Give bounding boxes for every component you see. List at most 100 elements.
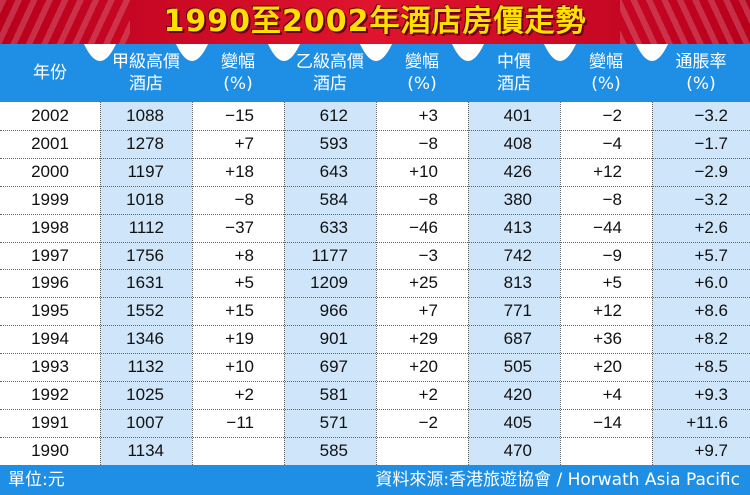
table-cell: −8 [602,189,622,209]
column-divider [560,102,561,465]
column-header-line1: 變幅 [221,52,255,72]
table-cell: 1631 [126,273,164,293]
row-divider [0,325,750,327]
column-header-line2: (%) [591,74,621,94]
table-cell: 420 [503,385,532,404]
column-header-line1: 變幅 [589,52,623,72]
table-cell: +25 [409,273,438,293]
table-cell: +4 [602,385,622,404]
column-header-1: 甲級高價 酒店 [100,44,192,102]
table-cell: 1997 [31,245,69,265]
table-cell: 1990 [31,440,69,460]
table-cell: +8.5 [694,357,728,377]
row-divider [0,408,750,410]
table-cell: −1.7 [694,133,728,153]
table-cell: −46 [409,217,438,237]
column-header-line2: (%) [407,74,437,94]
table-cell: 2002 [31,106,69,125]
table-cell: 1756 [126,245,164,265]
column-header-line2: 酒店 [129,74,163,94]
table-cell: −15 [225,106,254,125]
table-cell: 584 [319,189,348,209]
table-cell: 426 [503,161,532,181]
source-note: 資料來源:香港旅遊協會 / Horwath Asia Pacific [375,470,740,490]
table-cell [376,437,438,465]
table-cell: +8.2 [694,329,728,349]
table-cell: 1996 [31,273,69,293]
table-cell: +6.0 [694,273,728,293]
table-cell: −4 [602,133,622,153]
table-cell: −44 [593,217,622,237]
table-cell: 1132 [127,357,164,377]
table-cell: 408 [503,133,532,153]
table-cell: 505 [503,357,532,377]
row-divider [0,381,750,382]
table-cell: 742 [503,245,532,265]
row-divider [0,129,750,131]
column-divider [284,102,285,465]
column-header-line2: (%) [686,74,716,94]
table-cell: +5 [234,273,254,293]
table-cell: 1278 [126,133,164,153]
table-cell: +29 [409,329,438,349]
table-cell: 2000 [31,161,69,181]
table-cell: 901 [319,329,348,349]
table-cell: +5 [602,273,622,293]
table-cell: +2 [234,385,254,404]
table-cell: 1991 [31,412,69,432]
title-stripe-right [620,0,750,44]
table-cell: 1999 [31,189,69,209]
table-cell: −9 [602,245,622,265]
table-cell: +10 [225,357,254,377]
column-header-line1: 通脹率 [675,52,727,72]
column-divider [376,102,377,465]
column-divider [100,102,101,465]
table-cell: +9.3 [694,385,728,404]
row-divider [0,269,750,271]
table-cell: 401 [503,106,532,125]
row-divider [0,157,750,159]
table-cell: 697 [319,357,348,377]
table-cell: +36 [593,329,622,349]
row-divider [0,436,750,438]
column-header-line1: 變幅 [405,52,439,72]
table-cell: 1994 [31,329,69,349]
chart-title: 1990至2002年酒店房價走勢 [163,4,587,39]
table-cell: −3.2 [694,189,728,209]
footer-band [0,465,750,495]
column-header-line2: 酒店 [497,74,531,94]
table-cell: +12 [593,161,622,181]
table-cell: 1998 [31,217,69,237]
row-divider [0,297,750,299]
table-cell: +11.6 [686,412,728,432]
column-header-4: 變幅 (%) [376,44,468,102]
table-cell: +20 [593,357,622,377]
table-cell: 1177 [311,245,348,265]
column-header-6: 變幅 (%) [560,44,652,102]
table-cell: +12 [593,301,622,321]
table-cell: −8 [418,189,438,209]
table-cell: 612 [319,106,348,125]
unit-note: 單位:元 [8,470,65,490]
table-cell: 413 [503,217,532,237]
table-cell: 1134 [127,440,164,460]
table-cell: 1197 [127,161,164,181]
row-divider [0,185,750,187]
column-divider [652,102,653,465]
table-cell: 1992 [31,385,69,404]
table-cell: 571 [319,412,348,432]
row-divider [0,213,750,215]
column-header-7: 通脹率 (%) [652,44,750,102]
table-cell: −8 [234,189,254,209]
table-cell: +19 [225,329,254,349]
highlight-column-7 [652,102,750,465]
table-cell: +2 [418,385,438,404]
column-header-2: 變幅 (%) [192,44,284,102]
header-arches [84,44,668,61]
table-cell: −11 [226,412,254,432]
row-divider [0,353,750,355]
table-cell: 633 [319,217,348,237]
table-cell: 813 [503,273,532,293]
table-cell: −3.2 [694,106,728,125]
